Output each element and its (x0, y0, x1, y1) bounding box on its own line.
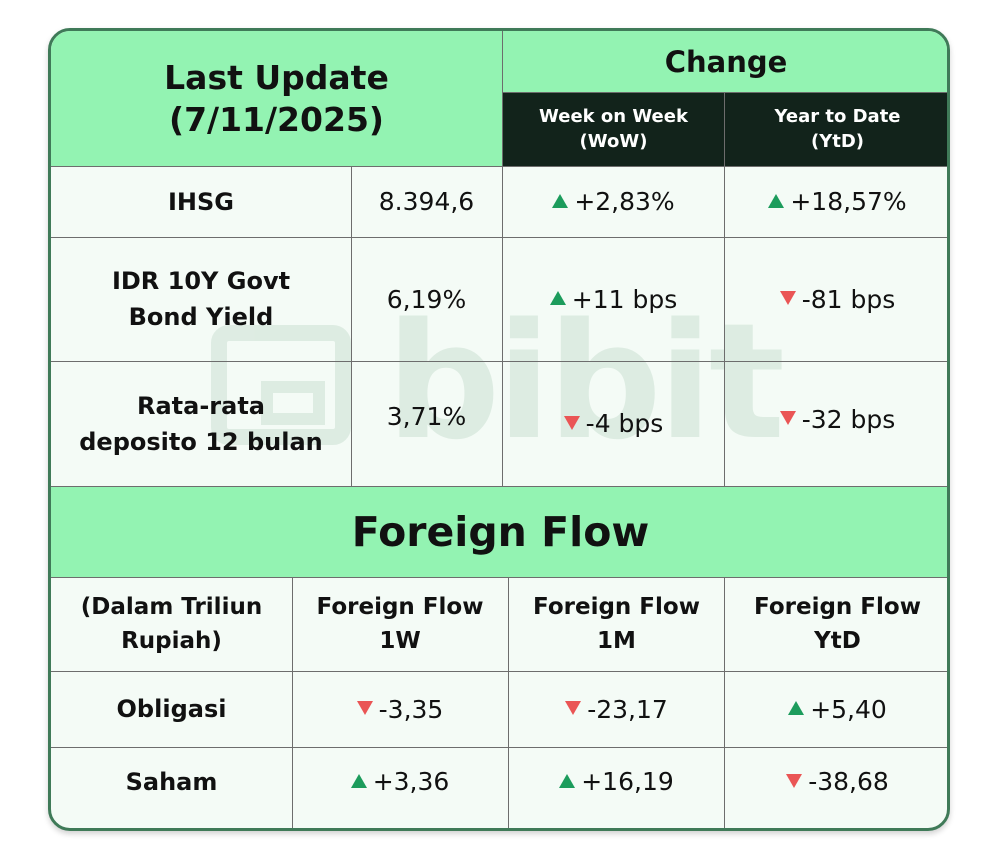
down-arrow-icon (779, 411, 796, 425)
indicator-label: Rata-rata deposito 12 bulan (51, 361, 351, 486)
flow-row-label: Saham (125, 767, 218, 796)
column-header-ytd: Foreign Flow YtD (725, 577, 947, 671)
ytd-label: Year to Date (774, 106, 901, 127)
flow-cell: -3,35 (292, 671, 508, 747)
bibit-logo-icon (211, 325, 351, 445)
foreign-flow-banner: Foreign Flow (51, 486, 947, 577)
wow-value: +11 bps (571, 284, 678, 314)
change-header: Change (502, 31, 947, 92)
flow-value: +5,40 (810, 694, 887, 724)
unit-label-line1: (Dalam Triliun (80, 594, 263, 620)
up-arrow-icon (768, 193, 785, 208)
column-header-text: Foreign Flow (754, 594, 921, 620)
foreign-flow-title: Foreign Flow (351, 507, 650, 556)
down-arrow-icon (565, 701, 582, 715)
flow-value: -23,17 (587, 694, 668, 724)
grid-line (51, 237, 947, 238)
down-arrow-icon (563, 415, 580, 430)
indicator-wow: +11 bps (502, 237, 725, 361)
wow-label: Week on Week (539, 106, 688, 127)
indicator-wow: -4 bps (502, 361, 725, 486)
flow-cell: +16,19 (508, 747, 725, 816)
flow-value: -38,68 (808, 767, 889, 796)
column-header-1w: Foreign Flow 1W (292, 577, 508, 671)
flow-value: +3,36 (372, 767, 450, 796)
grid-line (502, 31, 503, 486)
unit-label: (Dalam Triliun Rupiah) (51, 577, 292, 671)
indicator-ytd: +18,57% (725, 166, 947, 237)
grid-line (51, 361, 947, 362)
ytd-header: Year to Date (YtD) (725, 92, 947, 166)
column-header-text: Foreign Flow (316, 594, 484, 620)
column-header-period: 1M (597, 628, 636, 654)
column-header-1m: Foreign Flow 1M (508, 577, 725, 671)
down-arrow-icon (779, 291, 796, 305)
indicator-ytd: -81 bps (725, 237, 947, 361)
grid-line (351, 166, 352, 486)
flow-cell: -38,68 (725, 747, 947, 816)
flow-cell: +3,36 (292, 747, 508, 816)
change-label: Change (664, 44, 788, 79)
grid-line (724, 577, 725, 828)
indicator-ytd: -32 bps (725, 361, 947, 477)
indicator-label: IHSG (51, 166, 351, 237)
last-update-date: (7/11/2025) (168, 99, 384, 139)
indicator-label-text: Rata-rata (136, 391, 265, 420)
indicator-wow: +2,83% (502, 166, 725, 237)
down-arrow-icon (356, 701, 373, 715)
column-header-text: Foreign Flow (533, 594, 700, 620)
flow-cell: +5,40 (725, 671, 947, 747)
indicator-label-text: deposito 12 bulan (79, 427, 323, 456)
column-header-period: YtD (814, 628, 861, 654)
wow-header: Week on Week (WoW) (503, 92, 724, 166)
flow-value: -3,35 (378, 694, 444, 724)
grid-line (51, 166, 947, 167)
indicator-label-text: Bond Yield (128, 303, 274, 331)
indicator-value: 3,71% (386, 401, 467, 431)
wow-value: -4 bps (585, 409, 664, 438)
indicator-value: 6,19% (386, 284, 467, 314)
wow-abbr: (WoW) (579, 131, 648, 152)
last-update-header: Last Update (7/11/2025) (51, 31, 502, 166)
indicator-label-text: IHSG (168, 187, 234, 216)
grid-line (51, 671, 947, 672)
indicator-label-text: IDR 10Y Govt (111, 267, 291, 295)
indicator-label: IDR 10Y Govt Bond Yield (51, 237, 351, 361)
flow-value: +16,19 (581, 767, 674, 796)
down-arrow-icon (786, 773, 803, 788)
grid-line (292, 577, 293, 828)
watermark-text: bibit (386, 288, 785, 475)
up-arrow-icon (559, 773, 576, 788)
up-arrow-icon (788, 701, 805, 715)
indicator-value: 8.394,6 (378, 187, 475, 216)
column-header-period: 1W (379, 628, 421, 654)
grid-line (724, 92, 725, 486)
grid-line (51, 747, 947, 748)
grid-line (508, 577, 509, 828)
grid-line (51, 486, 947, 487)
ytd-value: +18,57% (790, 187, 907, 216)
up-arrow-icon (350, 773, 367, 788)
unit-label-line2: Rupiah) (121, 628, 222, 654)
ytd-abbr: (YtD) (810, 131, 865, 152)
flow-row-label: Obligasi (116, 695, 227, 723)
grid-line (502, 92, 947, 93)
wow-value: +2,83% (574, 187, 675, 216)
market-summary-card: Last Update (7/11/2025) Change Week on W… (48, 28, 950, 831)
up-arrow-icon (552, 193, 569, 208)
bibit-watermark: bibit (211, 297, 811, 473)
flow-cell: -23,17 (508, 671, 725, 747)
up-arrow-icon (549, 291, 566, 305)
grid-line (51, 577, 947, 578)
ytd-value: -32 bps (801, 404, 896, 434)
last-update-label: Last Update (164, 57, 389, 97)
ytd-value: -81 bps (801, 284, 896, 314)
